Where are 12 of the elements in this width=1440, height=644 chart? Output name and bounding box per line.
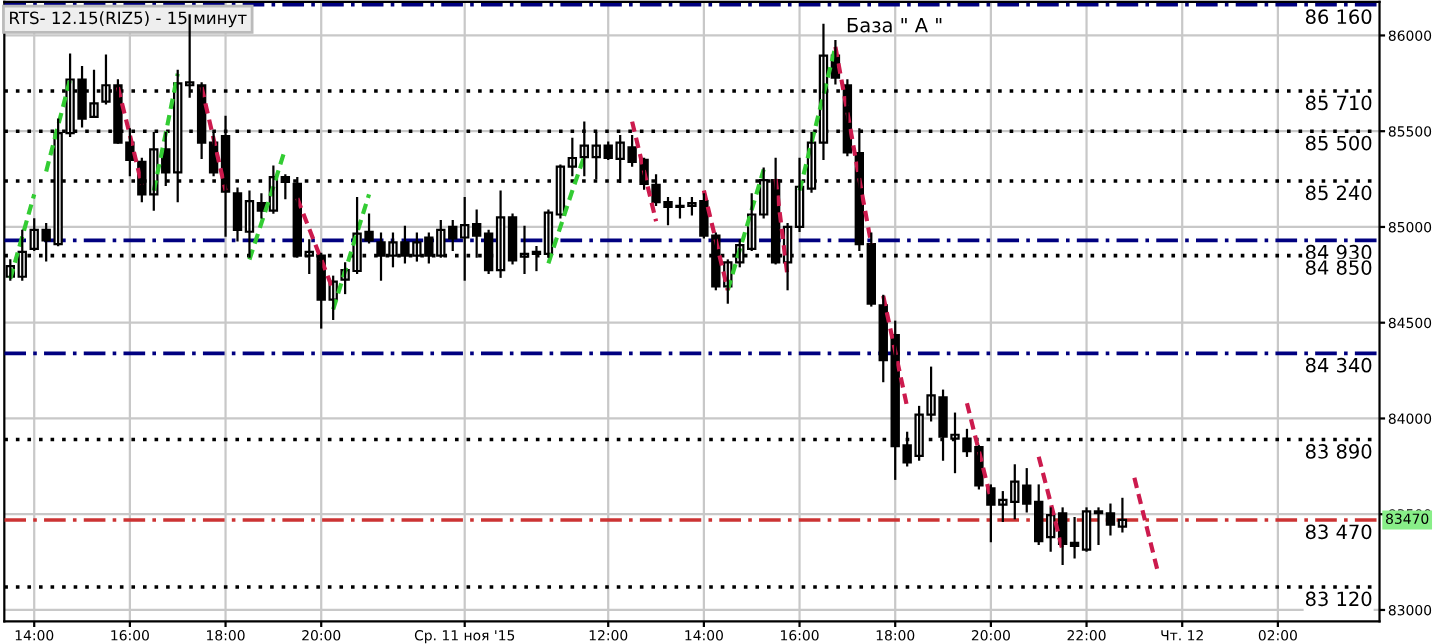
ref-line-label: 85 500 — [1305, 135, 1372, 151]
ref-line-label: 85 710 — [1305, 95, 1372, 111]
text: RTS- 12.15(RIZ5) - 15 минут — [10, 11, 247, 28]
ref-line-label: 83 120 — [1305, 591, 1372, 607]
annotation: База " А " — [847, 18, 942, 33]
ref-line-label: 85 240 — [1305, 185, 1372, 201]
ref-line-label: 83 470 — [1305, 524, 1372, 540]
ref-line-label: 83 890 — [1305, 444, 1372, 459]
ref-line-label: 86 160 — [1305, 9, 1372, 25]
ref-line-label: 84 340 — [1305, 357, 1372, 373]
ref-line-label: 84 850 — [1305, 260, 1372, 275]
ref-line-label: 84 930 — [1305, 244, 1372, 260]
